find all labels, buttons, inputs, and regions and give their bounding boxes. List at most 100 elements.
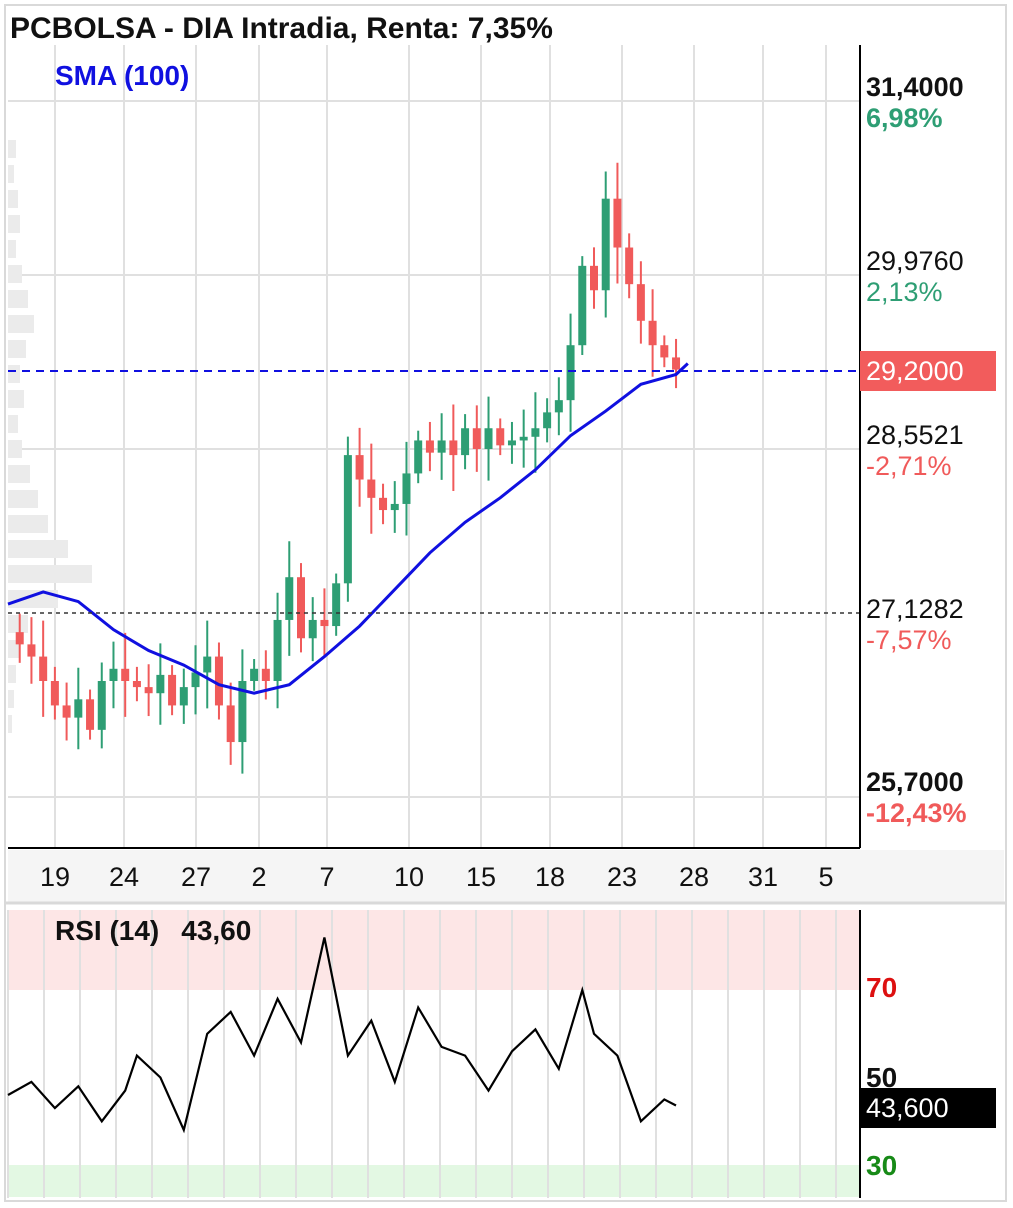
- price-label-2: 29,9760: [866, 246, 964, 276]
- sma-line: [7, 362, 689, 695]
- volume-profile-bar: [8, 490, 38, 508]
- candle-body: [86, 699, 95, 730]
- sma-legend[interactable]: SMA (100): [55, 60, 190, 91]
- candle-body: [238, 681, 247, 743]
- price-label-ref: 27,1282: [866, 594, 964, 624]
- volume-profile-bar: [8, 265, 22, 283]
- candle-body: [320, 619, 329, 627]
- candle-body: [15, 632, 24, 645]
- candle-body: [543, 412, 552, 429]
- rsi-oversold-zone: [8, 1165, 860, 1197]
- candle-body: [214, 656, 223, 706]
- rsi-line: [7, 937, 677, 1134]
- volume-profile-bar: [8, 290, 28, 308]
- rsi-legend[interactable]: RSI (14) 43,60: [55, 915, 273, 947]
- chart-frame: [4, 4, 1007, 1202]
- candle-body: [437, 440, 446, 453]
- rsi-level-50: 50: [866, 1062, 898, 1093]
- volume-profile-bar: [8, 140, 16, 158]
- candle-body: [297, 577, 305, 639]
- candle-body: [285, 577, 294, 620]
- current-price-tag: 29,2000: [860, 351, 996, 391]
- candle-body: [273, 619, 282, 681]
- rsi-overbought-zone: [8, 910, 860, 990]
- volume-profile: [8, 140, 92, 733]
- time-axis-band: [8, 850, 1004, 902]
- chart-title: PCBOLSA - DIA Intradia, Renta: 7,35%: [10, 12, 553, 45]
- candle-body: [566, 345, 575, 401]
- price-label-bottom: 25,7000: [866, 767, 964, 797]
- x-tick: 27: [180, 862, 212, 892]
- candle-body: [144, 687, 153, 694]
- candle-body: [226, 705, 235, 743]
- candle-body: [355, 455, 364, 480]
- rsi-legend-value: 43,60: [181, 915, 252, 946]
- candle-body: [308, 619, 317, 639]
- candle-body: [261, 668, 270, 681]
- rsi-current-tag: 43,600: [860, 1088, 996, 1128]
- candle-body: [343, 455, 352, 584]
- candle-body: [496, 428, 505, 446]
- volume-profile-bar: [8, 515, 48, 533]
- candle-body: [27, 644, 36, 657]
- x-tick: 5: [818, 862, 834, 892]
- volume-profile-bar: [8, 615, 28, 633]
- x-tick: 24: [108, 862, 140, 892]
- x-tick: 18: [534, 862, 566, 892]
- volume-profile-bar: [8, 440, 22, 458]
- candle-body: [519, 436, 528, 441]
- volume-profile-bar: [8, 465, 30, 483]
- volume-profile-bar: [8, 415, 18, 433]
- candle-body: [179, 687, 188, 706]
- candle-body: [484, 428, 493, 449]
- candle-body: [390, 503, 399, 511]
- candle-body: [554, 400, 563, 413]
- candle-body: [660, 345, 669, 358]
- volume-profile-bar: [8, 540, 68, 558]
- rsi-level-70: 70: [866, 972, 898, 1003]
- x-tick: 19: [39, 862, 71, 892]
- volume-profile-bar: [8, 240, 16, 258]
- candle-body: [332, 583, 341, 627]
- x-tick: 7: [319, 862, 335, 892]
- candle-body: [250, 668, 259, 681]
- volume-profile-bar: [8, 640, 20, 658]
- grid-lines: [7, 45, 860, 1198]
- candle-body: [62, 705, 71, 718]
- candle-body: [601, 198, 610, 291]
- candle-body: [414, 440, 423, 474]
- rsi-level-30: 30: [866, 1150, 898, 1181]
- rsi-legend-label: RSI (14): [55, 915, 160, 946]
- candle-body: [97, 681, 106, 730]
- candle-body: [191, 672, 200, 688]
- candle-body: [625, 247, 634, 285]
- volume-profile-bar: [8, 665, 16, 683]
- volume-profile-bar: [8, 365, 20, 383]
- volume-profile-bar: [8, 315, 34, 333]
- pct-label-3: -2,71%: [866, 451, 952, 481]
- pct-label-ref: -7,57%: [866, 625, 952, 655]
- candle-body: [449, 440, 458, 456]
- candle-body: [648, 320, 657, 346]
- candle-body: [578, 265, 587, 346]
- volume-profile-bar: [8, 390, 24, 408]
- volume-profile-bar: [8, 165, 14, 183]
- candle-body: [50, 681, 59, 706]
- volume-profile-bar: [8, 565, 92, 583]
- pct-label-2: 2,13%: [866, 277, 943, 307]
- x-tick: 2: [251, 862, 267, 892]
- pct-label-top: 6,98%: [866, 103, 943, 133]
- candle-body: [109, 668, 118, 681]
- pct-label-bottom: -12,43%: [866, 798, 967, 828]
- volume-profile-bar: [8, 340, 26, 358]
- volume-profile-bar: [8, 715, 12, 733]
- candle-body: [507, 440, 516, 446]
- price-label-3: 28,5521: [866, 420, 964, 450]
- candle-body: [74, 699, 83, 718]
- price-label-top: 31,4000: [866, 72, 964, 102]
- candle-body: [379, 497, 388, 511]
- x-tick: 23: [606, 862, 638, 892]
- candle-body: [156, 674, 165, 694]
- candle-body: [590, 265, 598, 291]
